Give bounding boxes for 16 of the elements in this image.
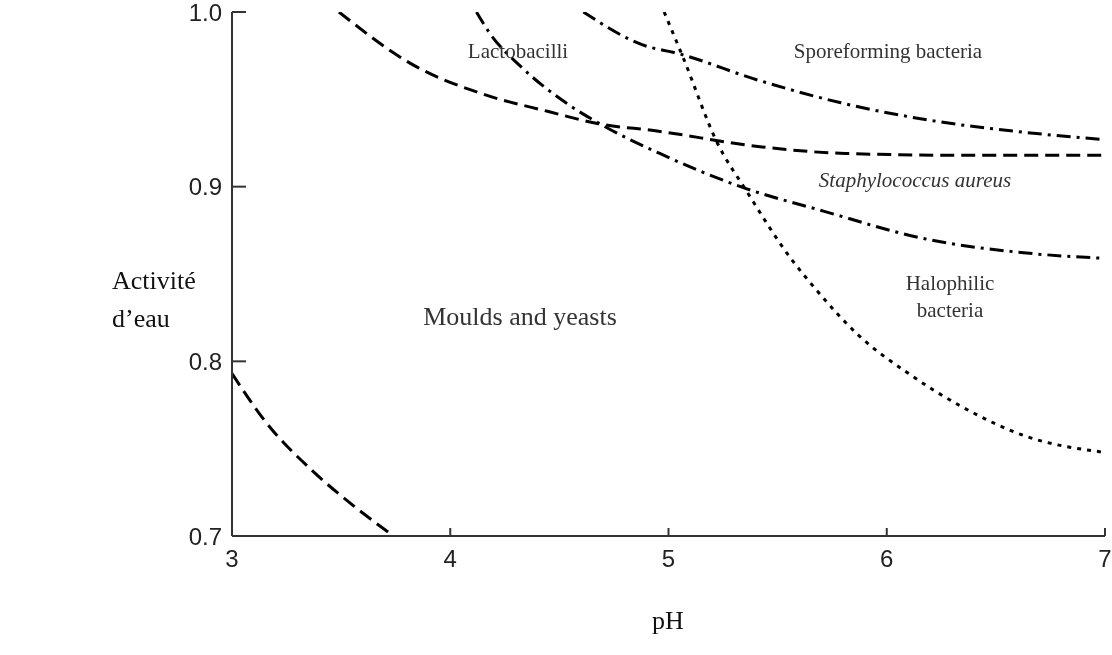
x-tick-label: 7 [1098, 545, 1112, 573]
x-axis-title: pH [652, 606, 684, 636]
y-tick-label: 0.7 [188, 522, 222, 550]
x-tick-label: 4 [443, 545, 457, 573]
annotation: Halophilic bacteria [905, 270, 995, 325]
x-tick-label: 5 [661, 545, 676, 573]
x-tick-label: 3 [225, 545, 239, 573]
annotation: Sporeforming bacteria [793, 38, 983, 65]
y-tick-label: 0.8 [188, 347, 222, 375]
y-tick-label: 0.9 [188, 173, 222, 201]
annotation: Lactobacilli [467, 38, 569, 65]
annotation: Staphylococcus aureus [818, 167, 1012, 194]
annotation: Moulds and yeasts [423, 301, 617, 333]
y-axis-title: Activité d’eau [112, 265, 196, 335]
x-tick-label: 6 [880, 545, 894, 573]
y-tick-label: 1.0 [188, 0, 222, 26]
